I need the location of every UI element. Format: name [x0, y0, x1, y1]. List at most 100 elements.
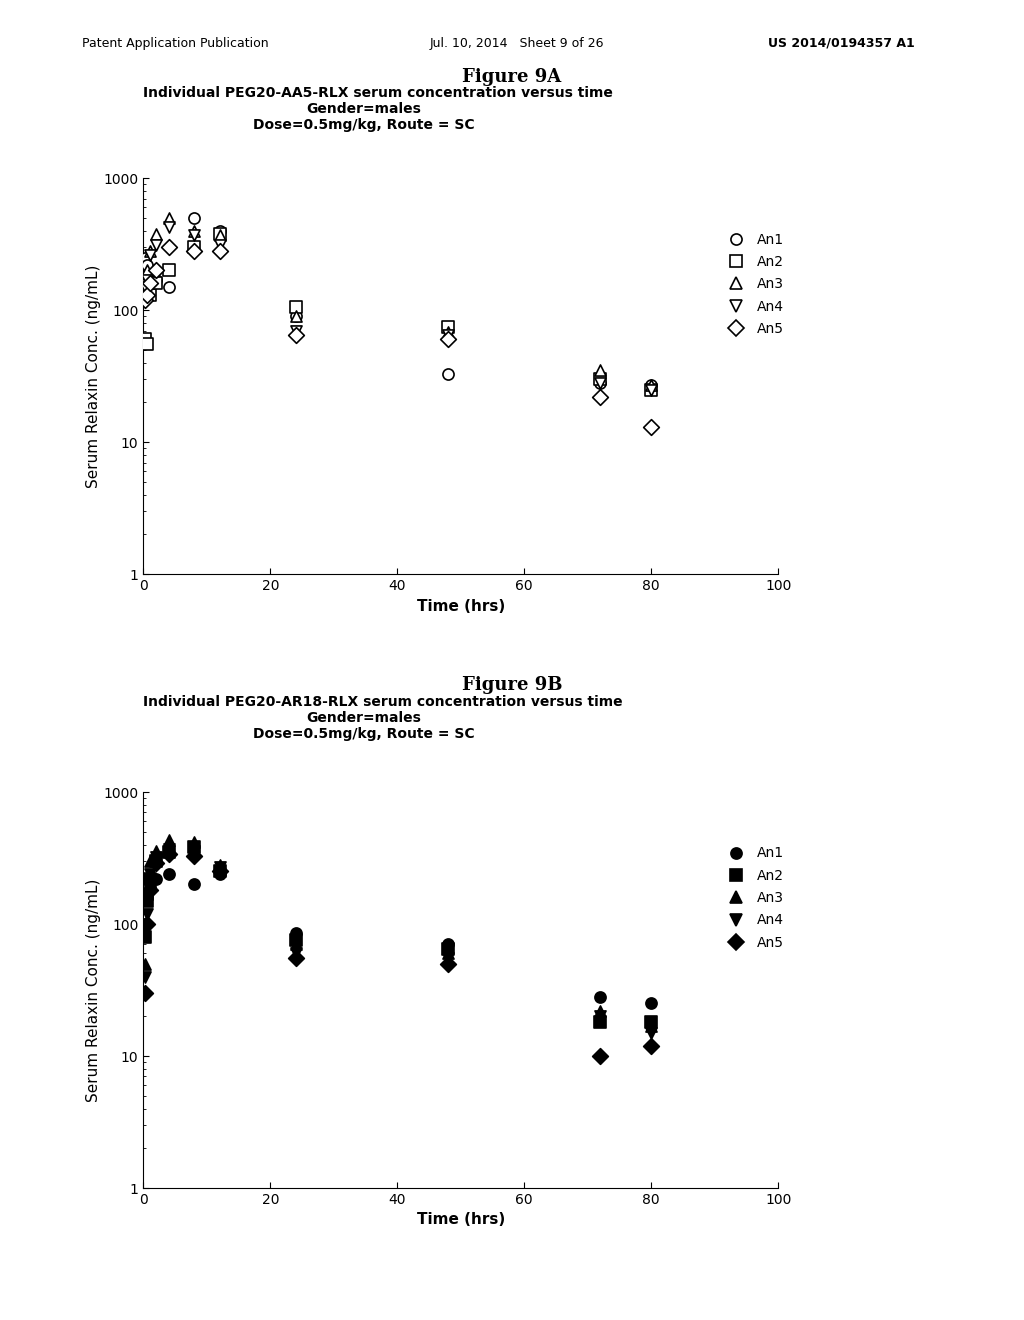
- Point: [137, 289, 154, 310]
- Point: [161, 207, 177, 228]
- Point: [137, 329, 154, 350]
- Point: [643, 1011, 659, 1032]
- Point: [147, 260, 164, 281]
- Point: [211, 224, 227, 246]
- Point: [138, 269, 155, 290]
- Text: Individual PEG20-AA5-RLX serum concentration versus time: Individual PEG20-AA5-RLX serum concentra…: [143, 86, 613, 100]
- Point: [643, 379, 659, 400]
- Point: [288, 319, 304, 341]
- Point: [288, 923, 304, 944]
- Legend: An1, An2, An3, An4, An5: An1, An2, An3, An4, An5: [722, 846, 784, 950]
- Point: [186, 240, 203, 261]
- Point: [147, 869, 164, 890]
- Point: [141, 273, 158, 294]
- Point: [141, 879, 158, 900]
- Point: [186, 874, 203, 895]
- Point: [138, 913, 155, 935]
- Point: [147, 853, 164, 874]
- Point: [592, 1045, 608, 1067]
- Point: [141, 246, 158, 267]
- Point: [288, 933, 304, 954]
- Point: [138, 890, 155, 911]
- Point: [440, 363, 457, 384]
- Point: [186, 832, 203, 853]
- Point: [147, 846, 164, 867]
- Point: [211, 223, 227, 244]
- X-axis label: Time (hrs): Time (hrs): [417, 1212, 505, 1228]
- Point: [211, 854, 227, 875]
- Point: [592, 372, 608, 393]
- Point: [137, 953, 154, 974]
- Point: [592, 387, 608, 408]
- Point: [643, 993, 659, 1014]
- Point: [440, 933, 457, 954]
- Point: [141, 869, 158, 890]
- Legend: An1, An2, An3, An4, An5: An1, An2, An3, An4, An5: [722, 232, 784, 337]
- Point: [137, 982, 154, 1003]
- Point: [592, 368, 608, 389]
- Point: [288, 306, 304, 327]
- Y-axis label: Serum Relaxin Conc. (ng/mL): Serum Relaxin Conc. (ng/mL): [86, 878, 100, 1102]
- Point: [147, 235, 164, 256]
- X-axis label: Time (hrs): Time (hrs): [417, 598, 505, 614]
- Point: [138, 883, 155, 904]
- Point: [643, 1035, 659, 1056]
- Point: [147, 273, 164, 294]
- Text: Figure 9A: Figure 9A: [463, 67, 561, 86]
- Point: [138, 887, 155, 908]
- Y-axis label: Serum Relaxin Conc. (ng/mL): Serum Relaxin Conc. (ng/mL): [86, 264, 100, 488]
- Point: [161, 216, 177, 238]
- Point: [211, 235, 227, 256]
- Point: [141, 265, 158, 286]
- Text: Patent Application Publication: Patent Application Publication: [82, 37, 268, 50]
- Point: [186, 224, 203, 246]
- Point: [440, 329, 457, 350]
- Point: [147, 269, 164, 290]
- Point: [592, 372, 608, 393]
- Text: US 2014/0194357 A1: US 2014/0194357 A1: [768, 37, 914, 50]
- Point: [592, 360, 608, 381]
- Point: [288, 929, 304, 950]
- Point: [147, 840, 164, 861]
- Point: [141, 850, 158, 871]
- Text: Jul. 10, 2014   Sheet 9 of 26: Jul. 10, 2014 Sheet 9 of 26: [430, 37, 604, 50]
- Point: [141, 240, 158, 261]
- Text: Figure 9B: Figure 9B: [462, 676, 562, 694]
- Point: [161, 260, 177, 281]
- Point: [137, 913, 154, 935]
- Point: [161, 843, 177, 865]
- Point: [186, 220, 203, 242]
- Point: [138, 260, 155, 281]
- Point: [643, 1022, 659, 1043]
- Point: [440, 939, 457, 960]
- Text: Gender=males: Gender=males: [306, 710, 421, 725]
- Point: [147, 223, 164, 244]
- Point: [186, 837, 203, 858]
- Point: [643, 1015, 659, 1036]
- Point: [643, 417, 659, 438]
- Point: [161, 276, 177, 297]
- Point: [592, 1011, 608, 1032]
- Point: [643, 375, 659, 396]
- Point: [288, 306, 304, 327]
- Point: [288, 325, 304, 346]
- Point: [161, 842, 177, 863]
- Point: [211, 861, 227, 882]
- Point: [643, 375, 659, 396]
- Point: [440, 315, 457, 337]
- Point: [440, 953, 457, 974]
- Point: [186, 845, 203, 866]
- Point: [137, 966, 154, 987]
- Point: [141, 285, 158, 306]
- Point: [186, 207, 203, 228]
- Point: [138, 334, 155, 355]
- Point: [186, 236, 203, 257]
- Point: [288, 942, 304, 964]
- Point: [592, 986, 608, 1007]
- Point: [211, 220, 227, 242]
- Point: [288, 948, 304, 969]
- Point: [137, 247, 154, 268]
- Point: [137, 927, 154, 948]
- Point: [643, 379, 659, 400]
- Point: [137, 276, 154, 297]
